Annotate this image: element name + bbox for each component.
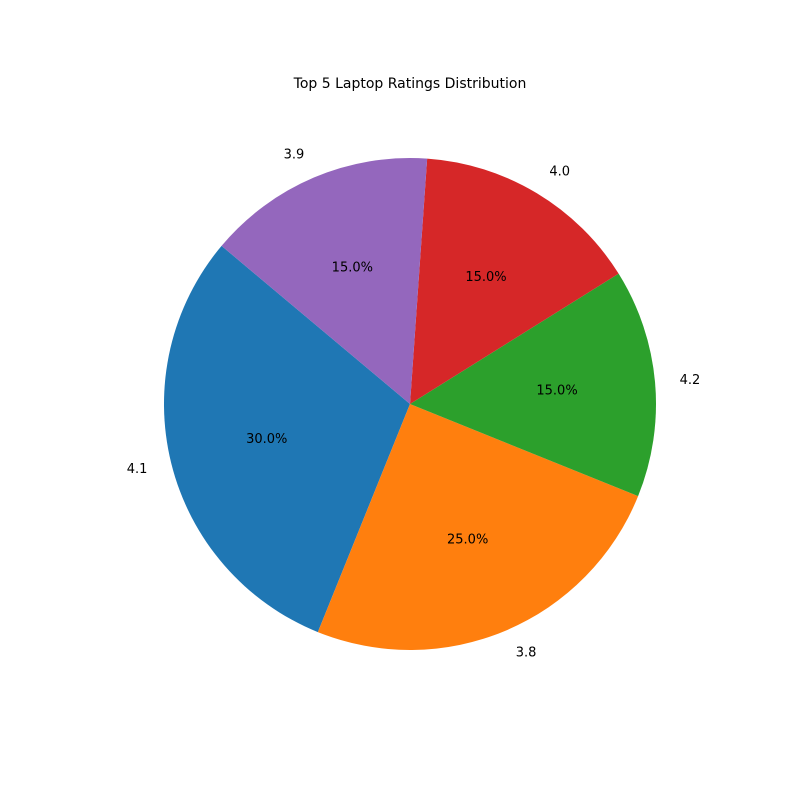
pie-labels: 4.1 30.0% 3.8 25.0% 4.2 15.0% 4.0 15.0% 3.9 15.0%	[127, 147, 701, 660]
pie-slice-4-0	[410, 158, 619, 404]
slice-label-4-2: 4.2	[680, 373, 701, 388]
slice-label-4-1: 4.1	[127, 462, 148, 477]
pie-slice-4-2	[410, 273, 657, 497]
chart-title: Top 5 Laptop Ratings Distribution	[293, 76, 527, 92]
slice-label-3-9: 3.9	[284, 147, 305, 162]
pie-slice-3-8	[317, 404, 639, 651]
slice-label-3-8: 3.8	[516, 646, 537, 661]
pie-slice-3-9	[221, 158, 428, 404]
slice-pct-label-4-1: 30.0%	[246, 432, 287, 447]
pie-slice-4-1	[163, 245, 410, 633]
slice-pct-label-3-8: 25.0%	[447, 532, 488, 547]
slice-pct-label-3-9: 15.0%	[332, 261, 373, 276]
slice-label-4-0: 4.0	[549, 165, 570, 180]
pie-slices	[163, 158, 657, 651]
slice-pct-label-4-2: 15.0%	[536, 384, 577, 399]
slice-pct-label-4-0: 15.0%	[465, 270, 506, 285]
